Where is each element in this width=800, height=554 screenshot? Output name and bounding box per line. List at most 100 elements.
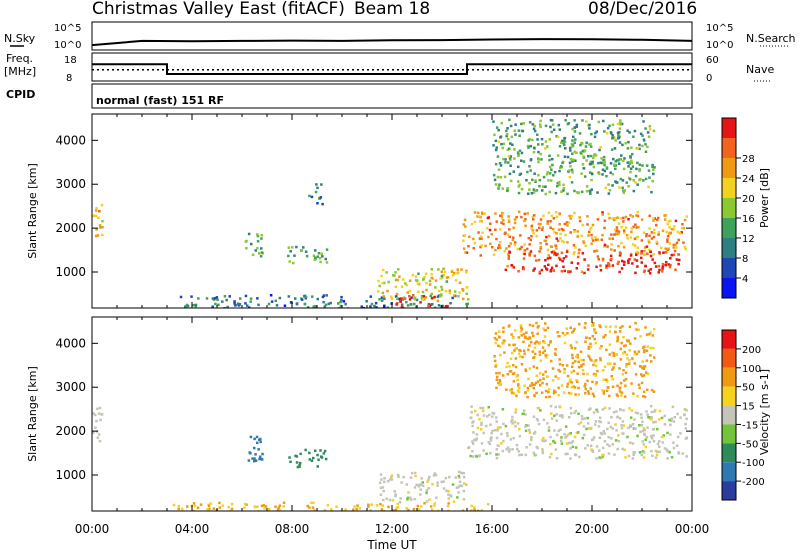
cell-7 [653, 228, 656, 231]
cell-9 [605, 167, 609, 170]
cell-1 [416, 504, 420, 508]
cell-6 [512, 364, 515, 367]
cell-5 [627, 454, 631, 458]
cell-9 [517, 165, 520, 169]
cell-6 [545, 382, 549, 386]
cell-4 [433, 472, 436, 475]
cell-7 [581, 223, 584, 227]
cell-9 [581, 119, 584, 122]
station-title: Christmas Valley East (fitACF) [92, 0, 345, 19]
cell-5 [630, 409, 634, 412]
cell-7 [472, 237, 475, 241]
cell-3 [310, 459, 314, 462]
cell-5 [475, 437, 478, 440]
cell-9 [595, 130, 598, 133]
cell-7 [526, 247, 529, 251]
cell-1 [330, 508, 333, 511]
cell-5 [569, 457, 572, 460]
cell-6 [621, 373, 624, 376]
cell-3 [296, 465, 300, 469]
cell-1 [184, 305, 187, 308]
cell-4 [447, 490, 450, 493]
cell-6 [631, 357, 634, 360]
cell-7 [681, 223, 684, 226]
cell-7 [470, 222, 474, 226]
cell-7 [527, 236, 530, 240]
cell-9 [638, 143, 641, 147]
cell-8 [560, 270, 564, 273]
cell-9 [509, 124, 513, 128]
cell-5 [559, 439, 563, 442]
cell-8 [627, 259, 630, 262]
cell-6 [531, 331, 534, 335]
cell-5 [440, 270, 443, 273]
cell-9 [518, 183, 521, 187]
cell-5 [558, 414, 562, 417]
cell-2 [261, 452, 264, 456]
cell-7 [526, 212, 529, 215]
cell-5 [677, 451, 680, 454]
cell-5 [533, 430, 537, 434]
cell-6 [532, 334, 535, 338]
cell-4 [419, 488, 422, 491]
cell-5 [471, 424, 474, 428]
cell-7 [591, 239, 595, 242]
cell-9 [539, 119, 542, 123]
cell-6 [600, 344, 603, 348]
cell-6 [622, 336, 625, 339]
cell-9 [590, 132, 593, 136]
cell-7 [629, 236, 633, 239]
cell-9 [519, 172, 523, 176]
cell-6 [512, 372, 516, 375]
cell-9 [646, 145, 649, 149]
cell-5 [553, 429, 556, 432]
cell-4 [462, 475, 466, 479]
cell-6 [578, 322, 581, 326]
cell-7 [494, 228, 497, 231]
cell-8 [601, 257, 605, 261]
cell-9 [528, 182, 531, 185]
cell-6 [605, 389, 609, 392]
cell-7 [584, 244, 587, 247]
cell-4 [427, 478, 430, 481]
cell-7 [499, 228, 502, 231]
cell-6 [599, 357, 602, 360]
cell-9 [631, 152, 634, 156]
cell-9 [621, 179, 625, 182]
cell-4 [319, 196, 323, 199]
cell-8 [535, 259, 538, 262]
cell-8 [616, 262, 620, 265]
cell-9 [575, 123, 579, 127]
cell-5 [542, 418, 546, 422]
cell-7 [666, 238, 669, 241]
cell-6 [553, 352, 557, 355]
cell-6 [577, 366, 581, 369]
cell-6 [532, 387, 535, 390]
cell-7 [683, 218, 687, 222]
cell-2 [256, 441, 259, 445]
cell-9 [587, 154, 590, 158]
cell-0 [97, 216, 100, 220]
cell-5 [524, 425, 527, 428]
cell-5 [471, 440, 474, 443]
cell-6 [618, 386, 622, 390]
cell-7 [487, 235, 490, 239]
cell-5 [668, 451, 671, 454]
cell-5 [585, 427, 588, 431]
cell-6 [419, 301, 422, 304]
cell-6 [535, 366, 539, 370]
cell-0 [101, 219, 104, 223]
cell-5 [683, 413, 686, 417]
cell-5 [413, 297, 417, 301]
cell-6 [592, 363, 595, 367]
cell-5 [509, 438, 512, 441]
cell-9 [608, 124, 611, 128]
cell-5 [589, 427, 593, 430]
cell-5 [621, 420, 625, 423]
cell-0 [94, 214, 98, 218]
cell-1 [412, 302, 416, 306]
cell-1 [380, 299, 384, 302]
cell-5 [423, 275, 426, 279]
cell-8 [538, 272, 541, 275]
